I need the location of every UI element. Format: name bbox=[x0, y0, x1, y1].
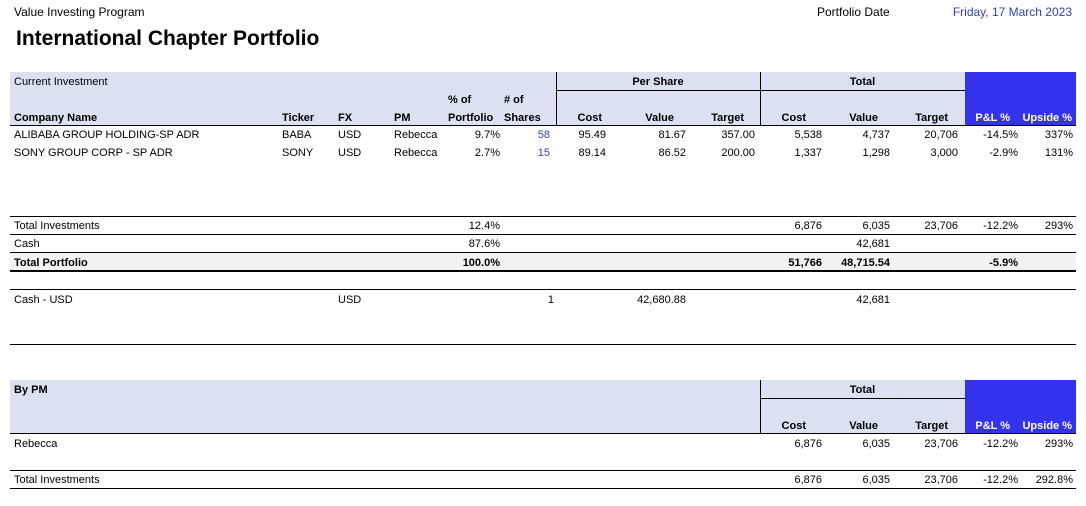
by-pm-col-target: Target bbox=[915, 420, 948, 432]
col-t-cost: Cost bbox=[781, 112, 806, 124]
total-investments-upside: 293% bbox=[1044, 220, 1073, 232]
total-portfolio-pct: 100.0% bbox=[462, 257, 500, 269]
col-pm: PM bbox=[394, 112, 411, 124]
by-pm-total-target: 23,706 bbox=[924, 474, 958, 486]
col-ps-target: Target bbox=[711, 112, 744, 124]
by-pm-col-pl: P&L % bbox=[975, 420, 1010, 432]
col-upside: Upside % bbox=[1022, 112, 1072, 124]
cell-ps-target: 357.00 bbox=[721, 129, 755, 141]
col-pl: P&L % bbox=[975, 112, 1010, 124]
cell-upside: 337% bbox=[1044, 129, 1073, 141]
by-pm-header-band bbox=[10, 380, 965, 434]
cell-fx: USD bbox=[338, 129, 362, 141]
header-band-accent bbox=[965, 72, 1076, 126]
by-pm-total-pl: -12.2% bbox=[983, 474, 1018, 486]
cell-shares: 15 bbox=[537, 147, 550, 159]
cell-company: ALIBABA GROUP HOLDING-SP ADR bbox=[14, 129, 200, 141]
col-company-name: Company Name bbox=[14, 112, 98, 124]
by-pm-col-upside: Upside % bbox=[1022, 420, 1072, 432]
col-fx: FX bbox=[338, 112, 353, 124]
cash-detail-label: Cash - USD bbox=[14, 294, 73, 306]
total-investments-value: 6,035 bbox=[862, 220, 890, 232]
col-t-target: Target bbox=[915, 112, 948, 124]
total-portfolio-pl: -5.9% bbox=[989, 257, 1018, 269]
cell-fx: USD bbox=[338, 147, 362, 159]
cell-shares: 58 bbox=[537, 129, 550, 141]
col-pct-line2: Portfolio bbox=[448, 112, 494, 124]
cell-pl: -2.9% bbox=[989, 147, 1018, 159]
cell-ps-cost: 95.49 bbox=[578, 129, 606, 141]
program-name: Value Investing Program bbox=[14, 5, 145, 19]
cell-ps-value: 86.52 bbox=[658, 147, 686, 159]
col-ticker: Ticker bbox=[282, 112, 315, 124]
by-pm-pl: -12.2% bbox=[983, 438, 1018, 450]
by-pm-header-accent bbox=[965, 380, 1076, 434]
cell-ticker: BABA bbox=[282, 129, 312, 141]
cell-upside: 131% bbox=[1044, 147, 1073, 159]
cell-pct: 2.7% bbox=[474, 147, 500, 159]
col-t-value: Value bbox=[849, 112, 878, 124]
by-pm-value: 6,035 bbox=[862, 438, 890, 450]
total-portfolio-label: Total Portfolio bbox=[14, 257, 88, 269]
by-pm-col-value: Value bbox=[849, 420, 878, 432]
col-shares-line2: Shares bbox=[504, 112, 541, 124]
total-portfolio-value: 48,715.54 bbox=[841, 257, 890, 269]
section-label-current-investment: Current Investment bbox=[14, 76, 108, 88]
by-pm-group-total: Total bbox=[849, 384, 876, 396]
total-portfolio-cost: 51,766 bbox=[788, 257, 822, 269]
by-pm-name: Rebecca bbox=[14, 438, 58, 450]
group-total: Total bbox=[849, 76, 876, 88]
by-pm-total-label: Total Investments bbox=[14, 474, 100, 486]
by-pm-total-value: 6,035 bbox=[862, 474, 890, 486]
total-investments-pl: -12.2% bbox=[983, 220, 1018, 232]
cash-value: 42,681 bbox=[856, 238, 890, 250]
by-pm-target: 23,706 bbox=[924, 438, 958, 450]
section-label-by-pm: By PM bbox=[14, 384, 48, 396]
header-band bbox=[10, 72, 965, 126]
by-pm-total-cost: 6,876 bbox=[794, 474, 822, 486]
cell-ps-cost: 89.14 bbox=[578, 147, 606, 159]
cash-pct: 87.6% bbox=[468, 238, 500, 250]
cash-label: Cash bbox=[14, 238, 40, 250]
col-shares-line1: # of bbox=[504, 94, 524, 106]
col-pct-line1: % of bbox=[448, 94, 472, 106]
cash-detail-value: 42,681 bbox=[856, 294, 890, 306]
cell-t-target: 3,000 bbox=[930, 147, 958, 159]
total-investments-cost: 6,876 bbox=[794, 220, 822, 232]
by-pm-cost: 6,876 bbox=[794, 438, 822, 450]
cash-detail-fx: USD bbox=[338, 294, 362, 306]
cell-pl: -14.5% bbox=[983, 129, 1018, 141]
cell-ticker: SONY bbox=[282, 147, 314, 159]
cell-t-value: 1,298 bbox=[862, 147, 890, 159]
total-investments-target: 23,706 bbox=[924, 220, 958, 232]
cell-pm: Rebecca bbox=[394, 147, 438, 159]
portfolio-date-value: Friday, 17 March 2023 bbox=[952, 5, 1072, 19]
group-per-share: Per Share bbox=[632, 76, 684, 88]
total-investments-pct: 12.4% bbox=[468, 220, 500, 232]
by-pm-col-cost: Cost bbox=[781, 420, 806, 432]
by-pm-upside: 293% bbox=[1044, 438, 1073, 450]
cell-ps-value: 81.67 bbox=[658, 129, 686, 141]
cell-ps-target: 200.00 bbox=[721, 147, 755, 159]
cell-pm: Rebecca bbox=[394, 129, 438, 141]
cell-pct: 9.7% bbox=[474, 129, 500, 141]
cell-t-cost: 1,337 bbox=[794, 147, 822, 159]
total-investments-label: Total Investments bbox=[14, 220, 100, 232]
col-ps-value: Value bbox=[645, 112, 674, 124]
portfolio-date-label: Portfolio Date bbox=[817, 5, 890, 19]
cell-t-target: 20,706 bbox=[924, 129, 958, 141]
page-title: International Chapter Portfolio bbox=[16, 27, 320, 50]
col-ps-cost: Cost bbox=[577, 112, 602, 124]
cell-t-value: 4,737 bbox=[862, 129, 890, 141]
cash-detail-shares: 1 bbox=[547, 294, 554, 306]
cell-company: SONY GROUP CORP - SP ADR bbox=[14, 147, 173, 159]
by-pm-total-upside: 292.8% bbox=[1035, 474, 1073, 486]
total-portfolio-shade bbox=[10, 253, 1076, 270]
cell-t-cost: 5,538 bbox=[794, 129, 822, 141]
cash-detail-ps-value: 42,680.88 bbox=[637, 294, 686, 306]
